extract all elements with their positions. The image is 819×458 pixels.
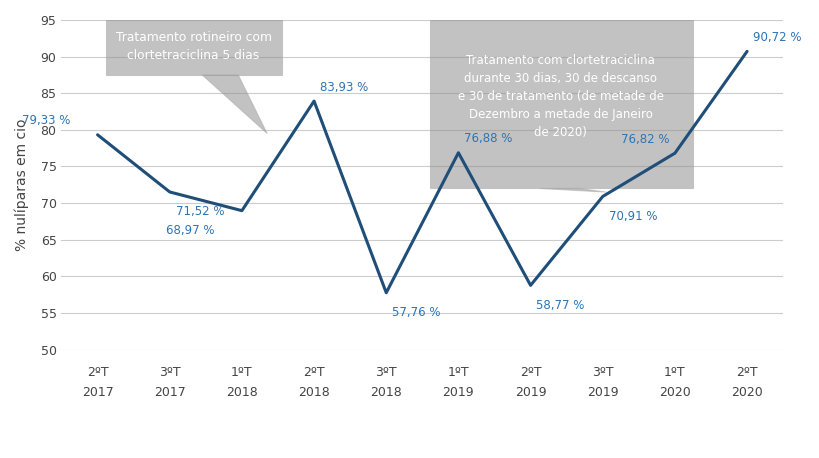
Text: 58,77 %: 58,77 % [536, 299, 584, 311]
Text: 76,82 %: 76,82 % [620, 133, 668, 146]
Polygon shape [539, 188, 605, 192]
Text: 3ºT: 3ºT [159, 365, 180, 379]
Y-axis label: % nulíparas em cio: % nulíparas em cio [15, 119, 29, 251]
Text: 2020: 2020 [731, 386, 762, 399]
Text: 68,97 %: 68,97 % [165, 224, 215, 237]
Text: 71,52 %: 71,52 % [175, 205, 224, 218]
Text: 76,88 %: 76,88 % [464, 132, 512, 145]
Polygon shape [202, 75, 267, 134]
Text: 70,91 %: 70,91 % [608, 210, 656, 223]
Text: Tratamento rotineiro com
clortetraciclina 5 dias: Tratamento rotineiro com clortetraciclin… [115, 31, 271, 62]
Text: 2020: 2020 [658, 386, 690, 399]
Text: 1ºT: 1ºT [231, 365, 252, 379]
Text: 79,33 %: 79,33 % [22, 114, 70, 127]
Text: 2019: 2019 [442, 386, 473, 399]
Text: 2017: 2017 [82, 386, 113, 399]
Text: 1ºT: 1ºT [663, 365, 685, 379]
Text: 2018: 2018 [298, 386, 329, 399]
Text: 2ºT: 2ºT [303, 365, 324, 379]
Bar [429, 18, 692, 188]
Text: 3ºT: 3ºT [591, 365, 613, 379]
Text: 3ºT: 3ºT [375, 365, 396, 379]
Text: Tratamento com clortetraciclina
durante 30 dias, 30 de descanso
e 30 de tratamen: Tratamento com clortetraciclina durante … [457, 55, 663, 139]
Text: 2ºT: 2ºT [735, 365, 757, 379]
Text: 2019: 2019 [586, 386, 618, 399]
Text: 57,76 %: 57,76 % [391, 306, 440, 319]
Text: 1ºT: 1ºT [447, 365, 468, 379]
Bar [106, 18, 281, 75]
Text: 83,93 %: 83,93 % [319, 81, 368, 94]
Text: 90,72 %: 90,72 % [752, 31, 800, 44]
Text: 2017: 2017 [154, 386, 185, 399]
Text: 2ºT: 2ºT [519, 365, 541, 379]
Text: 2018: 2018 [370, 386, 401, 399]
Text: 2019: 2019 [514, 386, 545, 399]
Text: 2ºT: 2ºT [87, 365, 108, 379]
Text: 2018: 2018 [226, 386, 257, 399]
